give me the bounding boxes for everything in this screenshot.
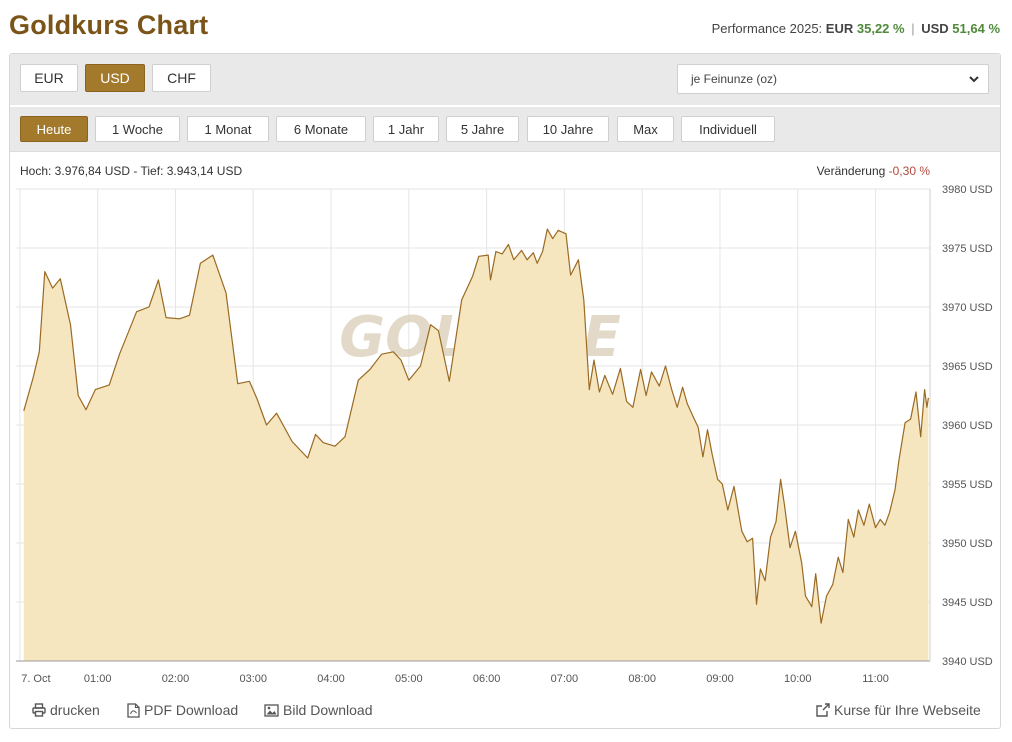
change-label: Veränderung [816, 164, 886, 178]
y-tick-label: 3960 USD [942, 420, 993, 432]
y-tick-label: 3970 USD [942, 302, 993, 314]
unit-select-value: je Feinunze (oz) [691, 72, 778, 86]
performance-usd-value: 51,64 % [952, 21, 1000, 36]
x-tick-label: 04:00 [317, 673, 345, 685]
chart-toolbar: EUR USD CHF je Feinunze (oz) Heute 1 Woc… [10, 54, 1000, 152]
x-tick-label: 05:00 [395, 673, 423, 685]
currency-tab-eur[interactable]: EUR [20, 64, 78, 92]
range-tab-max[interactable]: Max [617, 116, 674, 142]
pdf-download-label: PDF Download [144, 702, 239, 718]
y-tick-label: 3945 USD [942, 597, 993, 609]
y-tick-label: 3950 USD [942, 538, 993, 550]
performance-eur-value: 35,22 % [856, 21, 905, 36]
x-tick-label: 08:00 [628, 673, 656, 685]
y-tick-label: 3940 USD [942, 656, 993, 668]
performance-summary: Performance 2025: EUR 35,22 % | USD 51,6… [712, 21, 1000, 36]
y-tick-label: 3975 USD [942, 243, 993, 255]
x-tick-label: 03:00 [239, 673, 267, 685]
x-tick-label: 10:00 [784, 673, 812, 685]
range-tab-heute[interactable]: Heute [20, 116, 88, 142]
x-tick-label: 11:00 [862, 673, 889, 685]
currency-tab-chf[interactable]: CHF [152, 64, 211, 92]
range-tab-6-monate[interactable]: 6 Monate [276, 116, 366, 142]
image-download-label: Bild Download [283, 702, 373, 718]
x-tick-label: 06:00 [473, 673, 501, 685]
x-tick-label: 7. Oct [21, 673, 50, 685]
x-tick-label: 02:00 [162, 673, 190, 685]
embed-rates-link[interactable]: Kurse für Ihre Webseite [816, 702, 981, 718]
y-axis: 3940 USD 3945 USD 3950 USD 3955 USD 3960 USD… [929, 184, 993, 668]
performance-separator: | [911, 21, 915, 36]
performance-eur-label: EUR [825, 21, 854, 36]
x-axis: 7. Oct 01:00 02:00 03:00 04:00 05:00 06:00 07:0… [16, 660, 930, 685]
range-tab-1-jahr[interactable]: 1 Jahr [373, 116, 439, 142]
performance-usd-label: USD [921, 21, 949, 36]
image-icon [264, 703, 279, 717]
y-tick-label: 3965 USD [942, 361, 993, 373]
range-tab-5-jahre[interactable]: 5 Jahre [446, 116, 519, 142]
chevron-down-icon [969, 76, 979, 83]
embed-rates-label: Kurse für Ihre Webseite [834, 702, 981, 718]
price-chart[interactable]: GOLD.DE 7. Oct01:0002:0003:0004:0005:000… [10, 54, 1000, 694]
chart-panel: EUR USD CHF je Feinunze (oz) Heute 1 Woc… [9, 53, 1001, 729]
change-value: -0,30 % [888, 164, 930, 178]
pdf-file-icon [127, 702, 140, 718]
print-label: drucken [50, 702, 100, 718]
range-tab-1-woche[interactable]: 1 Woche [95, 116, 180, 142]
x-tick-label: 01:00 [84, 673, 112, 685]
printer-icon [32, 703, 46, 717]
high-low-readout: Hoch: 3.976,84 USD - Tief: 3.943,14 USD [20, 164, 243, 178]
pdf-download-link[interactable]: PDF Download [127, 702, 238, 718]
x-tick-label: 09:00 [706, 673, 734, 685]
performance-label: Performance 2025: [711, 21, 823, 36]
range-tab-10-jahre[interactable]: 10 Jahre [527, 116, 609, 142]
chart-footer: drucken PDF Download Bild Download [10, 702, 1000, 724]
change-readout: Veränderung -0,30 % [710, 164, 930, 178]
y-tick-label: 3955 USD [942, 479, 993, 491]
toolbar-divider [10, 105, 1000, 107]
external-share-icon [816, 703, 830, 717]
page-title: Goldkurs Chart [9, 10, 209, 40]
currency-tab-usd[interactable]: USD [85, 64, 145, 92]
y-tick-label: 3980 USD [942, 184, 993, 196]
x-tick-label: 07:00 [551, 673, 579, 685]
image-download-link[interactable]: Bild Download [264, 702, 373, 718]
range-tab-individuell[interactable]: Individuell [681, 116, 775, 142]
print-link[interactable]: drucken [32, 702, 100, 718]
price-area [23, 229, 929, 661]
price-line [23, 228, 929, 624]
unit-select[interactable]: je Feinunze (oz) [677, 64, 989, 94]
range-tab-1-monat[interactable]: 1 Monat [187, 116, 269, 142]
